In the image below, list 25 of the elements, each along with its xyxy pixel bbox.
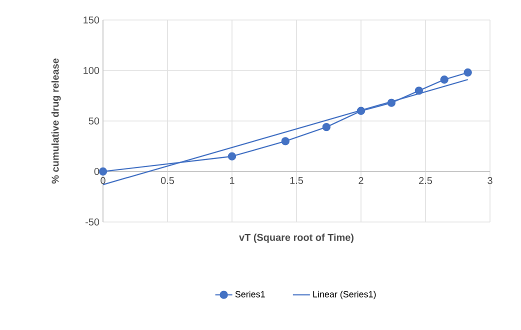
point (414, 86, 424, 95)
point (281, 137, 290, 146)
legend-label: Linear (Series1) (313, 290, 376, 300)
y-tick-label: 100 (84, 66, 100, 74)
y-tick-label: 150 (84, 16, 100, 24)
point (387, 98, 396, 107)
x-tick-label: 2.5 (419, 177, 432, 184)
point (440, 75, 448, 84)
x-axis-title: vT (Square root of Time) (239, 234, 354, 243)
x-tick-label: 1.5 (290, 177, 304, 184)
y-axis-title: % cumulative drug release (51, 58, 61, 184)
point (228, 152, 236, 160)
x-tick-label: 0 (100, 177, 106, 184)
point (322, 122, 331, 132)
point (356, 106, 366, 115)
point (464, 68, 472, 77)
x-tick-label: 3 (488, 177, 492, 184)
x-tick-label: 0.5 (160, 177, 174, 184)
y-tick-label: 0 (94, 168, 100, 176)
y-tick-label: -50 (86, 218, 100, 226)
point (98, 167, 108, 176)
x-tick-label: 1 (230, 177, 234, 184)
y-tick-label: 50 (88, 117, 100, 125)
legend-label: Series1 (235, 290, 265, 298)
x-tick-label: 2 (358, 177, 364, 184)
